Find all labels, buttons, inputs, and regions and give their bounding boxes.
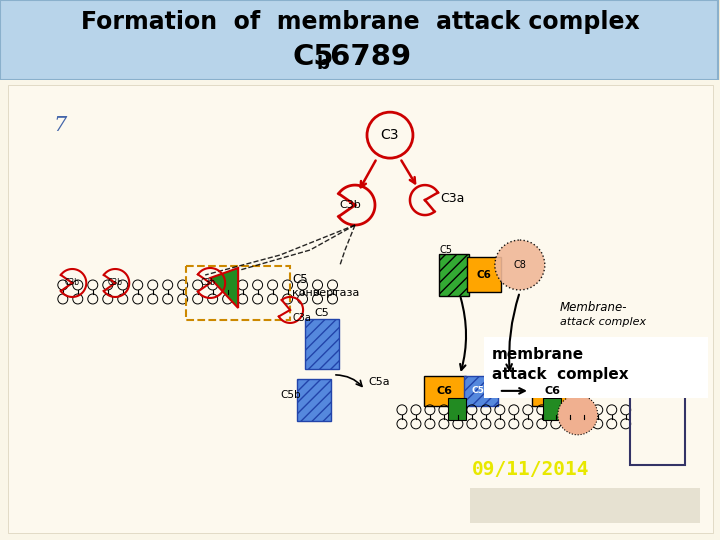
Text: C3b: C3b (339, 200, 361, 210)
Text: C5: C5 (292, 43, 333, 71)
Circle shape (558, 395, 598, 435)
Text: C6: C6 (437, 386, 453, 396)
FancyBboxPatch shape (305, 319, 339, 369)
FancyBboxPatch shape (470, 488, 700, 523)
Text: C5b: C5b (280, 390, 301, 400)
Text: C5: C5 (292, 273, 307, 287)
FancyBboxPatch shape (297, 379, 331, 421)
FancyBboxPatch shape (439, 254, 469, 296)
Text: C8: C8 (513, 260, 526, 270)
FancyBboxPatch shape (543, 398, 561, 420)
Text: C3b: C3b (65, 279, 80, 287)
FancyBboxPatch shape (467, 257, 501, 292)
Text: C6: C6 (477, 270, 491, 280)
Text: Formation  of  membrane  attack complex: Formation of membrane attack complex (81, 10, 639, 34)
Text: конвертаза: конвертаза (292, 288, 359, 298)
Text: 7: 7 (54, 116, 67, 134)
Text: 6789: 6789 (320, 43, 411, 71)
Text: C6: C6 (545, 386, 561, 396)
Text: C5: C5 (315, 308, 330, 318)
Text: C5: C5 (440, 245, 453, 255)
Text: C3b: C3b (201, 279, 216, 287)
Polygon shape (210, 268, 238, 308)
FancyBboxPatch shape (464, 376, 498, 406)
FancyBboxPatch shape (424, 376, 466, 406)
Text: attack complex: attack complex (559, 317, 646, 327)
FancyBboxPatch shape (484, 337, 708, 398)
Text: membrane: membrane (492, 347, 584, 362)
Text: Membrane-: Membrane- (559, 301, 627, 314)
FancyBboxPatch shape (448, 398, 466, 420)
Text: C3b: C3b (108, 279, 122, 287)
Text: C3a: C3a (292, 313, 311, 323)
FancyBboxPatch shape (9, 85, 713, 533)
Text: C5a: C5a (368, 377, 390, 387)
Text: C5b: C5b (472, 387, 490, 395)
Text: attack  complex: attack complex (492, 367, 629, 382)
Text: 09/11/2014: 09/11/2014 (472, 460, 590, 480)
Circle shape (495, 240, 545, 290)
FancyBboxPatch shape (1, 80, 719, 539)
FancyBboxPatch shape (1, 1, 718, 80)
Text: b: b (316, 55, 329, 73)
Text: C3a: C3a (440, 192, 464, 205)
Text: C3: C3 (381, 128, 399, 142)
FancyBboxPatch shape (532, 376, 574, 406)
